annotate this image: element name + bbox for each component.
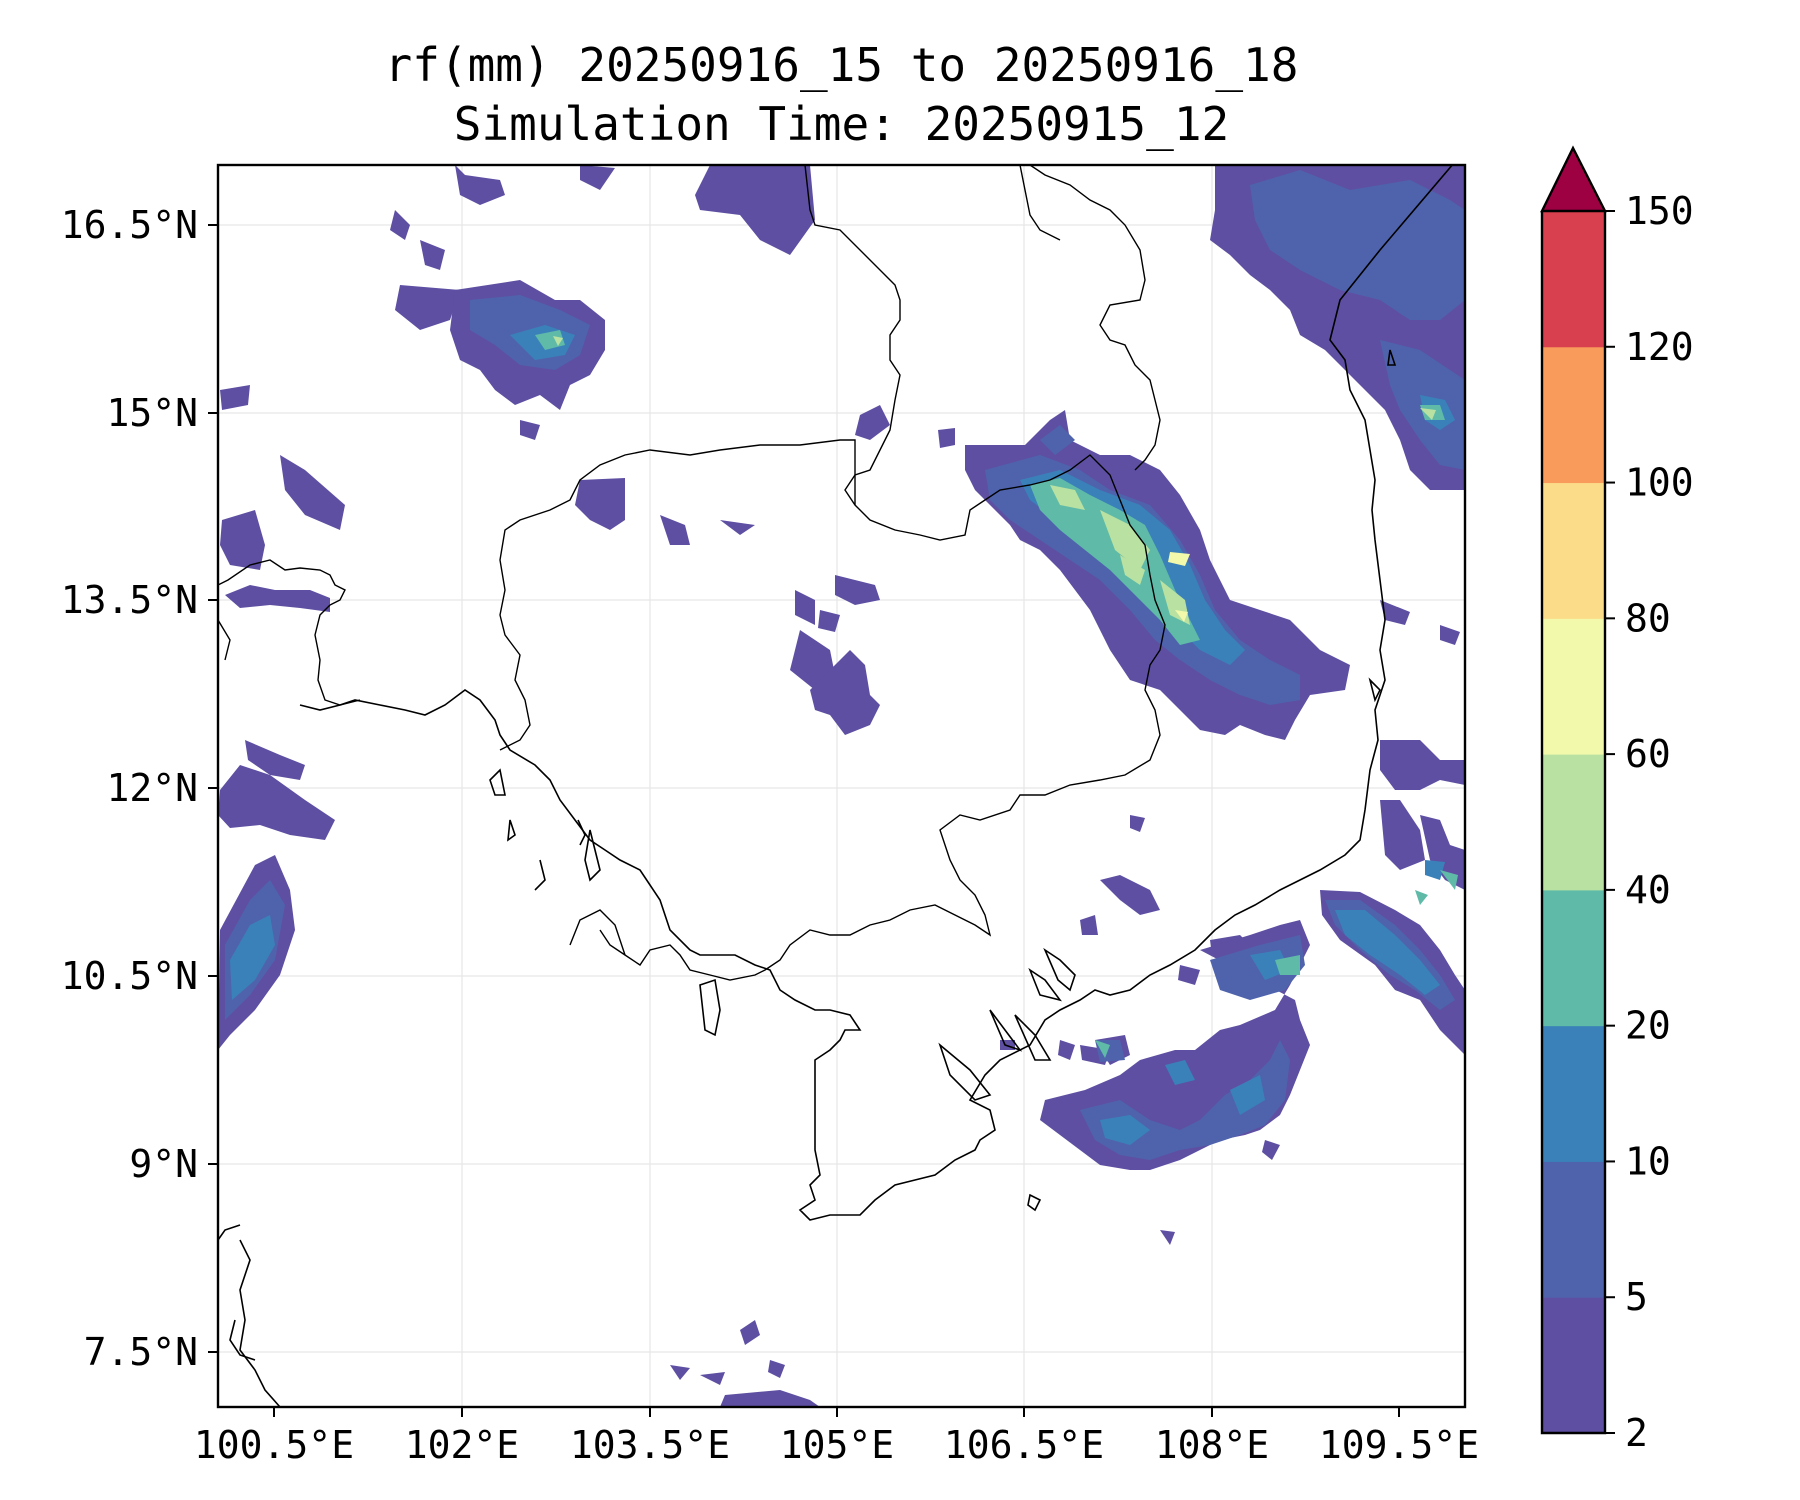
lon-tick-label: 103.5°E: [570, 1423, 730, 1467]
lat-tick-label: 13.5°N: [61, 578, 198, 622]
colorbar-tick-label: 10: [1625, 1139, 1671, 1183]
colorbar-tick-label: 150: [1625, 189, 1694, 233]
country-borders: [218, 165, 1166, 981]
map-frame: [216, 163, 1467, 1409]
coastlines: [218, 165, 1454, 1407]
colorbar-segment: [1542, 889, 1605, 1027]
lon-tick-labels: 100.5°E 102°E 103.5°E 105°E 106.5°E 108°…: [194, 1423, 1479, 1467]
lat-tick-label: 7.5°N: [84, 1330, 198, 1374]
colorbar-tick-label: 100: [1625, 461, 1694, 505]
colorbar-segment: [1542, 754, 1605, 891]
colorbar-tick-label: 120: [1625, 325, 1694, 369]
colorbar-tick-label: 40: [1625, 868, 1671, 912]
colorbar-tick-label: 60: [1625, 732, 1671, 776]
lon-tick-label: 108°E: [1155, 1423, 1269, 1467]
lon-tick-label: 100.5°E: [194, 1423, 354, 1467]
lon-tick-label: 109.5°E: [1319, 1423, 1479, 1467]
lat-tick-labels: 16.5°N 15°N 13.5°N 12°N 10.5°N 9°N 7.5°N: [61, 203, 198, 1374]
colorbar-tick-label: 80: [1625, 596, 1671, 640]
colorbar-segment: [1542, 346, 1605, 484]
lon-tick-label: 106.5°E: [944, 1423, 1104, 1467]
colorbar-segment: [1542, 618, 1605, 755]
colorbar-tick-label: 20: [1625, 1004, 1671, 1048]
colorbar-tick-label: 5: [1625, 1275, 1648, 1319]
colorbar-segment: [1542, 211, 1605, 348]
lat-tick-marks: [208, 224, 218, 1353]
colorbar-segment: [1542, 482, 1605, 619]
colorbar-tick-label: 2: [1625, 1411, 1648, 1455]
lon-tick-marks: [273, 1407, 1400, 1417]
map-area: [218, 165, 1465, 1407]
rainfall-2-5mm: [218, 165, 1465, 1407]
lat-tick-label: 10.5°N: [61, 954, 198, 998]
map-subtitle: Simulation Time: 20250915_12: [453, 97, 1230, 151]
lon-tick-label: 102°E: [405, 1423, 519, 1467]
colorbar-segment: [1542, 1025, 1605, 1162]
lat-tick-label: 16.5°N: [61, 203, 198, 247]
colorbar-extend-arrow: [1540, 145, 1607, 213]
lat-tick-label: 15°N: [106, 391, 198, 435]
colorbar-segment: [1542, 1161, 1605, 1298]
lat-tick-label: 9°N: [129, 1142, 198, 1186]
colorbar-frame: [1540, 211, 1607, 1435]
map-title: rf(mm) 20250916_15 to 20250916_18: [384, 38, 1299, 92]
map-gridlines: [218, 165, 1465, 1407]
colorbar-segments: [1542, 211, 1605, 1434]
colorbar-segment: [1542, 1297, 1605, 1434]
lat-tick-label: 12°N: [106, 766, 198, 810]
colorbar: 2 5 10 20 40 60 80 100 120 150: [1540, 145, 1694, 1455]
lon-tick-label: 105°E: [780, 1423, 894, 1467]
colorbar-ticks: 2 5 10 20 40 60 80 100 120 150: [1605, 189, 1694, 1455]
rainfall-60-80mm: [1168, 552, 1190, 622]
